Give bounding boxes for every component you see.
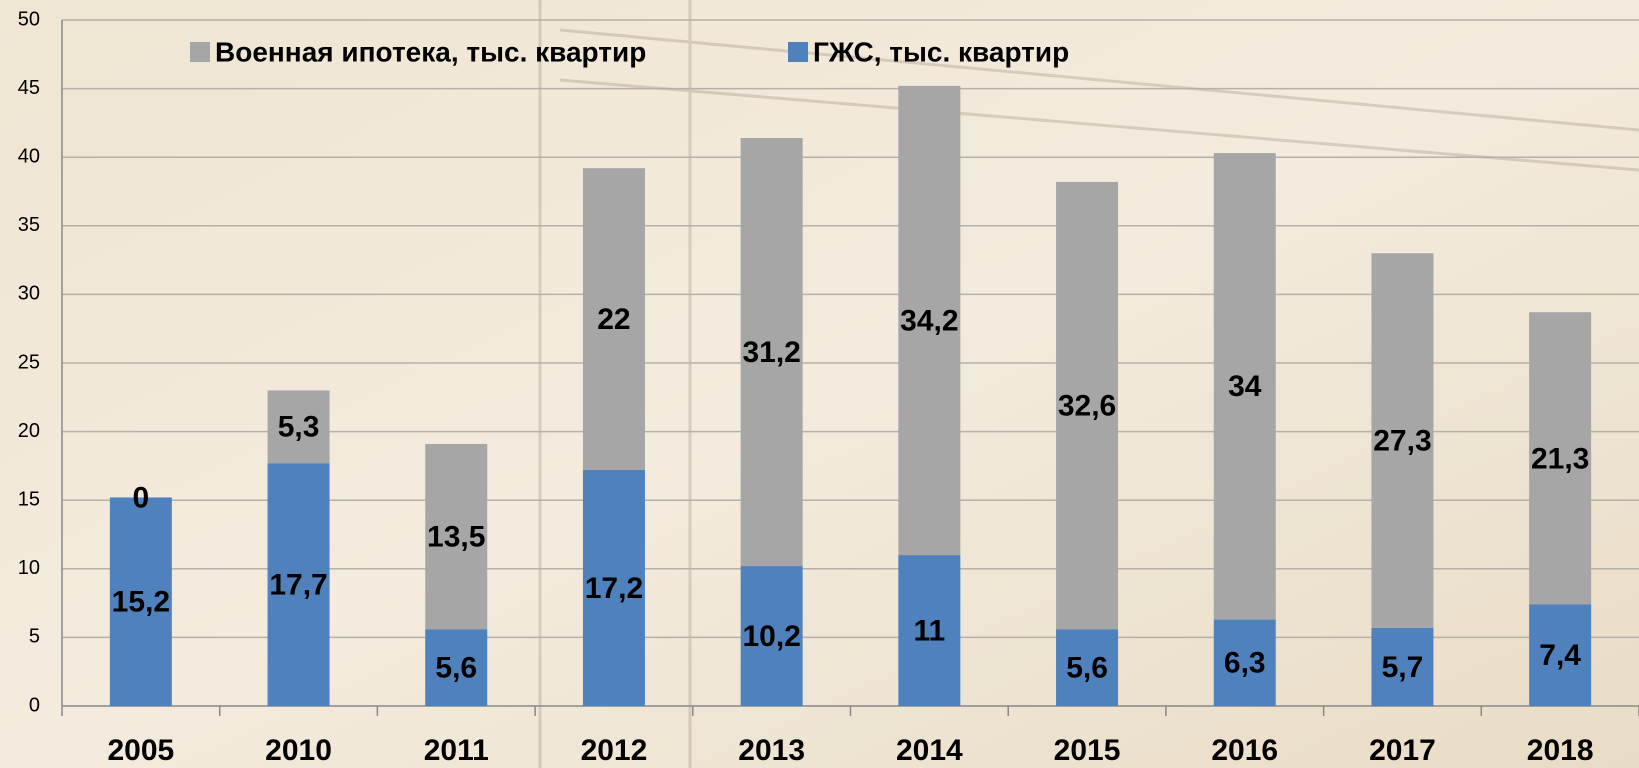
data-label: 11 <box>913 614 945 647</box>
data-label: 7,4 <box>1539 639 1581 672</box>
y-tick-label: 5 <box>29 626 40 648</box>
y-tick-label: 10 <box>18 557 40 579</box>
data-label: 21,3 <box>1531 442 1589 475</box>
bar-segment <box>267 463 330 706</box>
x-tick-label: 2010 <box>265 734 332 767</box>
x-tick-label: 2011 <box>424 734 489 767</box>
x-tick-label: 2016 <box>1211 734 1278 767</box>
bar-segment <box>582 470 645 706</box>
bar-segment <box>1371 253 1434 628</box>
data-label: 10,2 <box>742 620 800 653</box>
bar-segment <box>898 85 961 556</box>
legend-label: ГЖС, тыс. квартир <box>813 36 1069 67</box>
data-label: 6,3 <box>1224 647 1266 680</box>
y-tick-label: 30 <box>18 283 40 305</box>
data-label: 13,5 <box>427 520 485 553</box>
bar-segment <box>740 137 803 567</box>
data-label: 5,6 <box>435 652 477 685</box>
data-label: 31,2 <box>742 336 800 369</box>
data-label: 34 <box>1228 370 1262 403</box>
x-tick-label: 2005 <box>107 734 174 767</box>
x-tick-label: 2018 <box>1527 734 1594 767</box>
bar-segment <box>1371 627 1434 706</box>
bar-segment <box>1529 604 1592 706</box>
bar-segment <box>1056 629 1119 706</box>
bar-segment <box>425 443 488 630</box>
bar-segment <box>740 566 803 706</box>
data-label: 34,2 <box>900 304 958 337</box>
bar-segment <box>109 497 172 706</box>
data-label: 5,6 <box>1066 652 1108 685</box>
x-tick-label: 2017 <box>1369 734 1436 767</box>
bar-segment <box>582 168 645 471</box>
data-label: 0 <box>133 481 150 514</box>
bar-segment <box>1213 619 1276 706</box>
y-tick-label: 35 <box>18 214 40 236</box>
y-tick-label: 20 <box>18 420 40 442</box>
x-tick-label: 2014 <box>896 734 963 767</box>
legend-swatch <box>190 42 210 62</box>
x-tick-label: 2012 <box>581 734 648 767</box>
data-label: 17,2 <box>585 572 643 605</box>
legend-label: Военная ипотека, тыс. квартир <box>215 36 646 67</box>
bar-segment <box>267 390 330 464</box>
data-label: 5,3 <box>278 411 320 444</box>
bar-segment <box>1213 153 1276 620</box>
data-label: 15,2 <box>112 586 170 619</box>
data-label: 27,3 <box>1373 424 1431 457</box>
x-tick-label: 2013 <box>738 734 805 767</box>
y-tick-label: 25 <box>18 351 40 373</box>
y-tick-label: 40 <box>18 145 40 167</box>
bar-segment <box>898 555 961 706</box>
bar-segment <box>1056 181 1119 630</box>
legend-swatch <box>788 42 808 62</box>
bar-segment <box>425 629 488 706</box>
y-tick-label: 45 <box>18 77 40 99</box>
x-tick-label: 2015 <box>1054 734 1121 767</box>
bar-segment <box>1529 312 1592 605</box>
y-tick-label: 50 <box>18 8 40 30</box>
background-crane <box>538 0 1639 768</box>
data-label: 22 <box>597 303 630 336</box>
data-label: 17,7 <box>269 568 327 601</box>
y-tick-label: 15 <box>18 488 40 510</box>
y-tick-label: 0 <box>29 694 40 716</box>
data-label: 5,7 <box>1382 651 1424 684</box>
data-label: 32,6 <box>1058 389 1116 422</box>
